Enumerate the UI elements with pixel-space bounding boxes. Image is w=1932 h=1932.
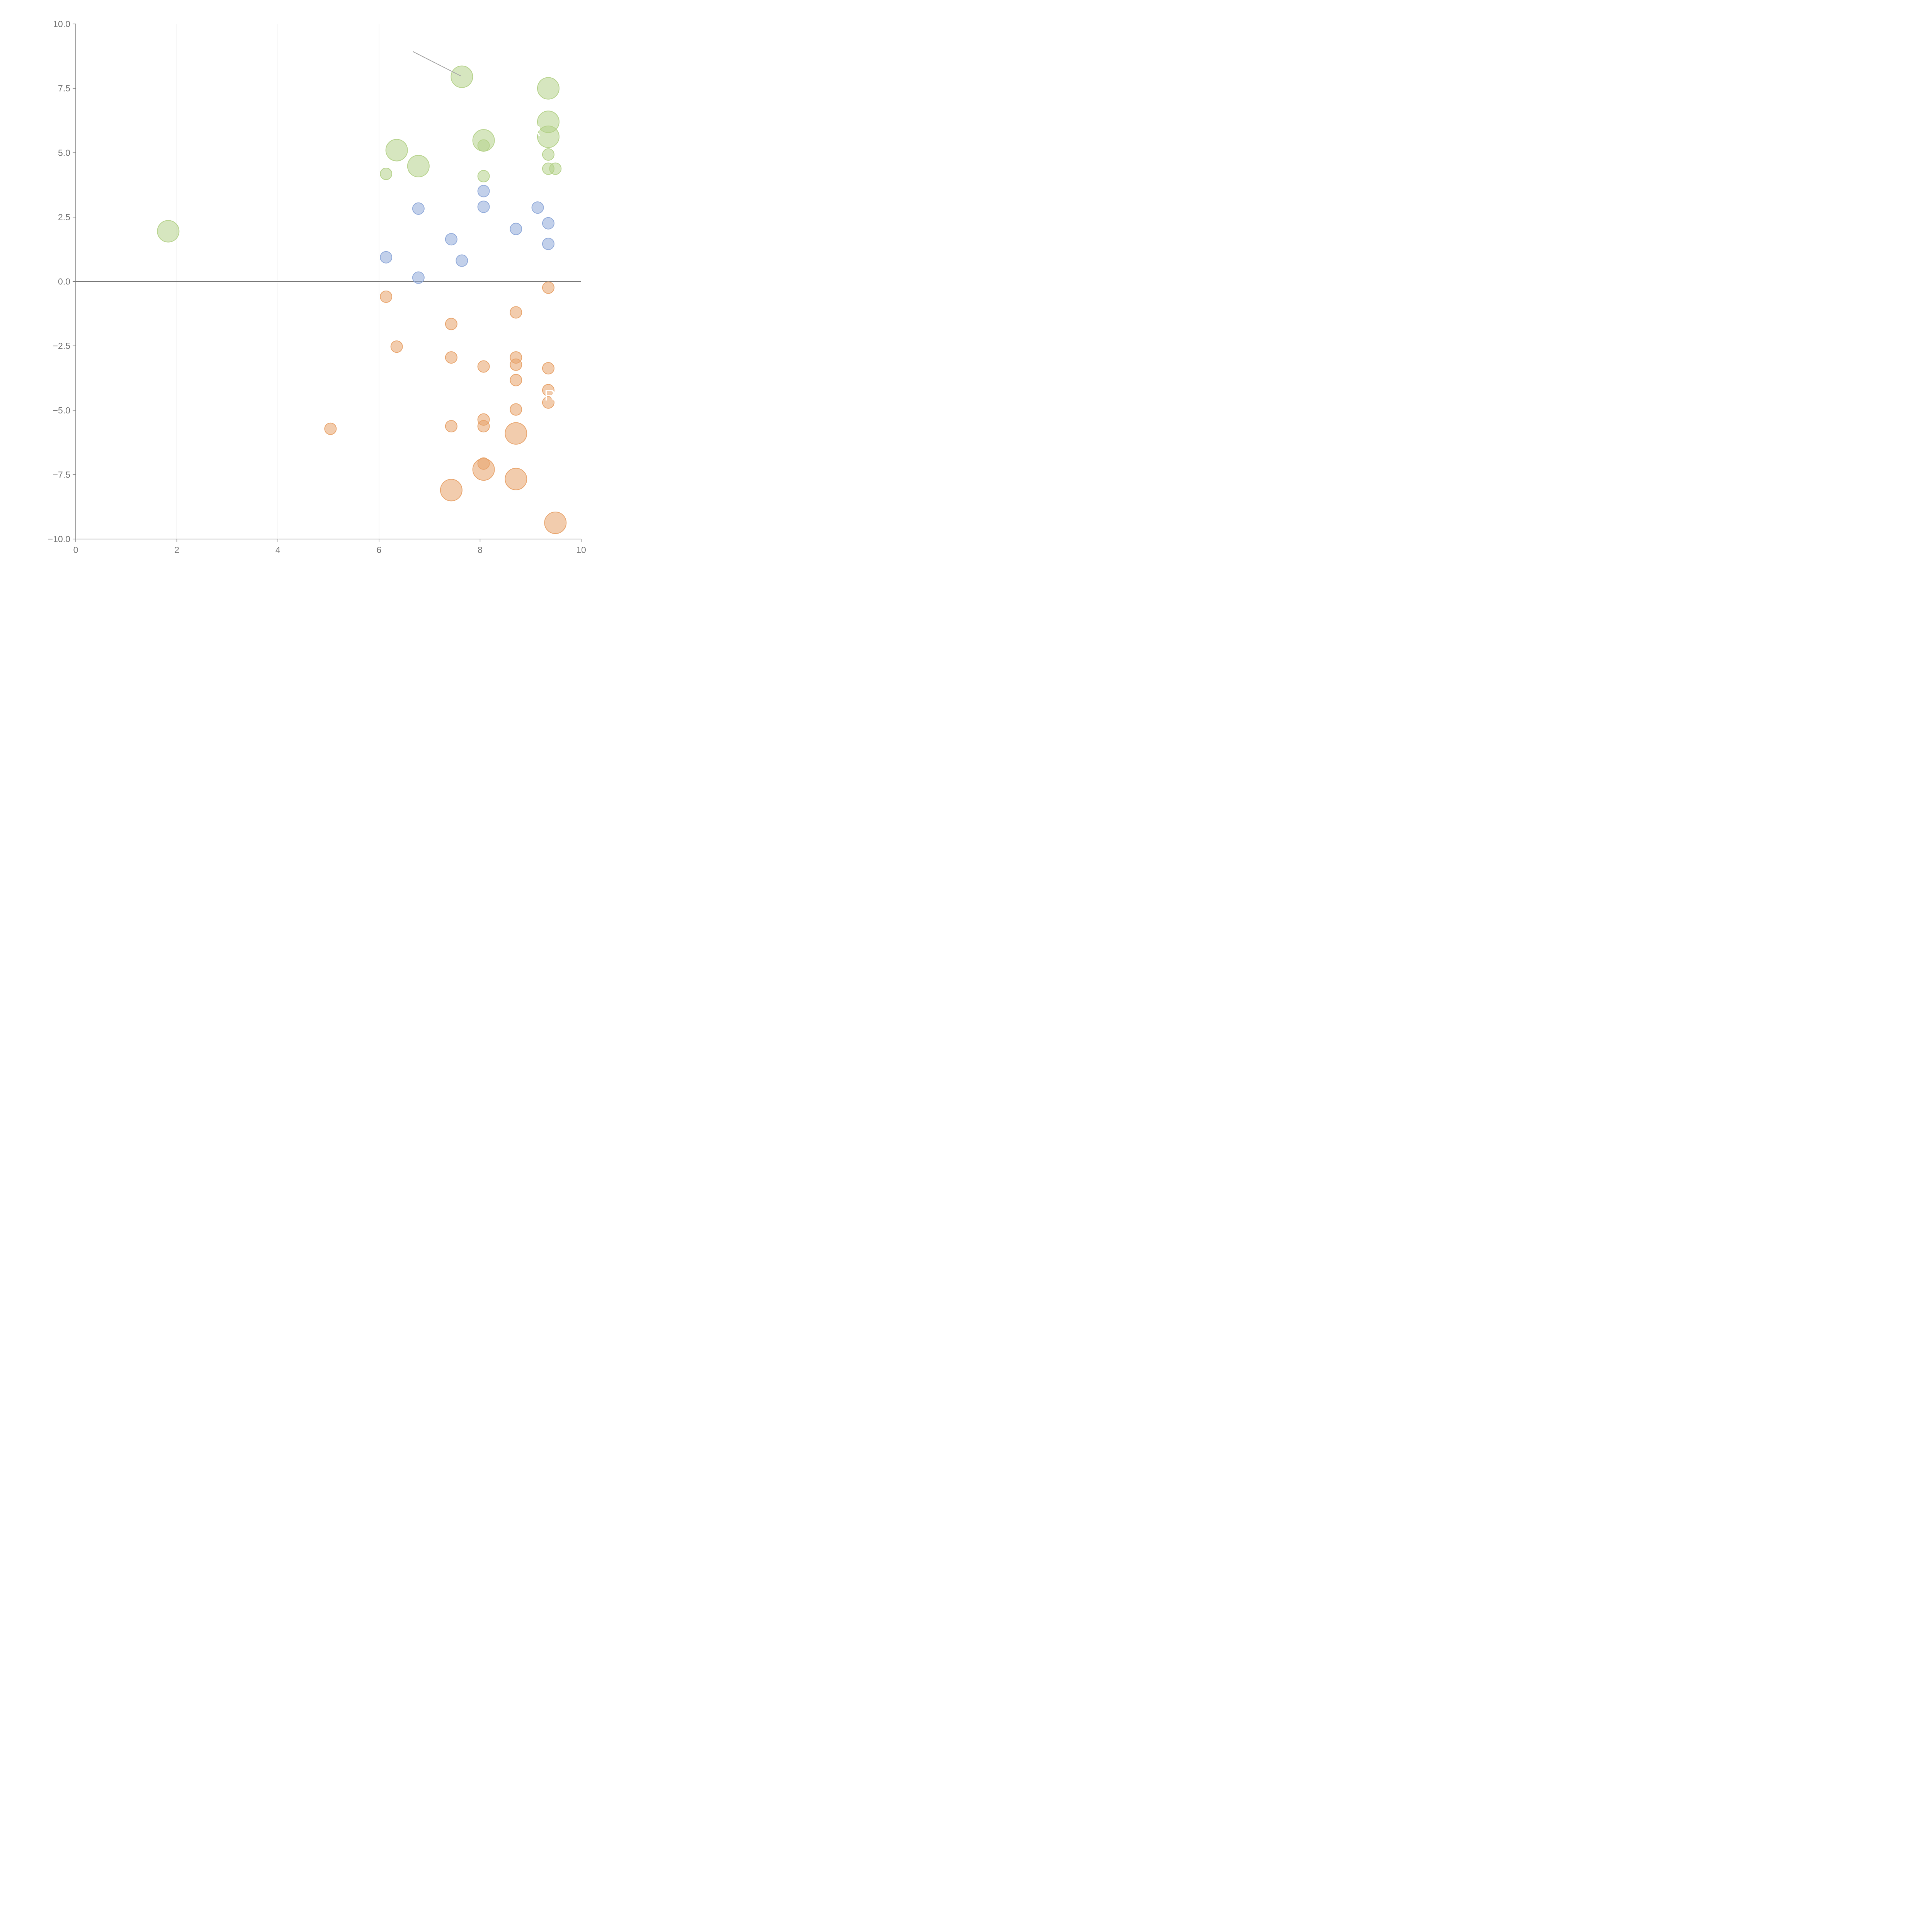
point-green [477, 139, 490, 152]
y-tick-label: −7.5 [53, 469, 70, 480]
x-tick-label: 2 [174, 545, 179, 555]
y-tick-label: −5.0 [53, 405, 70, 415]
y-tick-label: −2.5 [53, 341, 70, 351]
point-blue [380, 251, 393, 264]
point-blue [531, 201, 544, 214]
x-tick-label: 0 [73, 545, 78, 555]
annotation-label: R [544, 387, 555, 404]
point-orange [542, 362, 554, 375]
point-green [542, 148, 554, 161]
y-tick-label: −10.0 [48, 534, 70, 544]
point-orange [505, 468, 527, 490]
point-green [537, 77, 560, 100]
point-orange [440, 479, 463, 502]
point-orange [477, 360, 490, 373]
point-blue [445, 233, 457, 246]
point-orange [542, 281, 554, 294]
point-layer [157, 65, 567, 534]
point-orange [445, 318, 457, 330]
y-tick-label: 0.0 [58, 277, 70, 287]
y-tick-label: 2.5 [58, 212, 70, 222]
point-orange [542, 396, 554, 409]
point-orange [445, 420, 457, 433]
point-orange [380, 290, 393, 303]
point-orange [390, 340, 403, 353]
point-blue [542, 217, 554, 230]
point-orange [510, 358, 522, 371]
point-green [549, 162, 562, 175]
point-green [385, 139, 408, 162]
scatter-chart: 0 2 4 6 8 10 10.0 7.5 5.0 2.5 0.0 −2.5 −5.0 −7.5 −10.0… [48, 19, 586, 555]
point-green [477, 170, 490, 182]
point-green [451, 65, 473, 88]
point-blue [477, 185, 490, 197]
point-blue [477, 201, 490, 213]
point-blue [542, 238, 554, 250]
axis-layer: 0 2 4 6 8 10 10.0 7.5 5.0 2.5 0.0 −2.5 −5.0 −7.5 −10.0 [48, 19, 586, 555]
y-tick-label: 5.0 [58, 148, 70, 158]
point-blue [510, 223, 522, 235]
point-green [157, 220, 180, 243]
y-tick-label: 7.5 [58, 83, 70, 94]
annotation-leader-line [412, 51, 461, 77]
point-orange [324, 422, 337, 435]
point-blue [412, 271, 425, 284]
x-tick-label: 10 [576, 545, 586, 555]
point-orange [477, 420, 490, 433]
x-tick-label: 8 [478, 545, 483, 555]
annotation-layer: RR [412, 51, 555, 404]
point-orange [510, 403, 522, 416]
point-green [380, 167, 393, 180]
point-blue [456, 254, 468, 267]
point-orange [542, 384, 554, 396]
point-orange [505, 422, 527, 445]
x-tick-label: 6 [376, 545, 381, 555]
point-orange [510, 374, 522, 386]
point-green [537, 125, 560, 148]
y-tick-label: 10.0 [53, 19, 70, 29]
point-orange [472, 458, 495, 481]
point-orange [544, 512, 567, 534]
point-blue [412, 202, 425, 215]
annotation-label: R [530, 123, 541, 140]
point-orange [445, 351, 457, 364]
point-green [407, 155, 430, 177]
point-orange [510, 306, 522, 319]
x-tick-label: 4 [276, 545, 281, 555]
